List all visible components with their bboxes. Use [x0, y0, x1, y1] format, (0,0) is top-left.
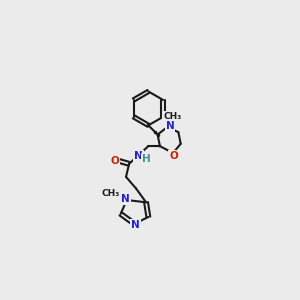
Text: O: O [110, 156, 119, 166]
Text: H: H [142, 154, 150, 164]
Text: N: N [134, 151, 143, 161]
Text: N: N [121, 194, 130, 204]
Text: CH₃: CH₃ [163, 112, 182, 121]
Text: N: N [131, 220, 140, 230]
Text: CH₃: CH₃ [101, 189, 120, 198]
Text: O: O [169, 151, 178, 161]
Text: N: N [166, 121, 174, 131]
